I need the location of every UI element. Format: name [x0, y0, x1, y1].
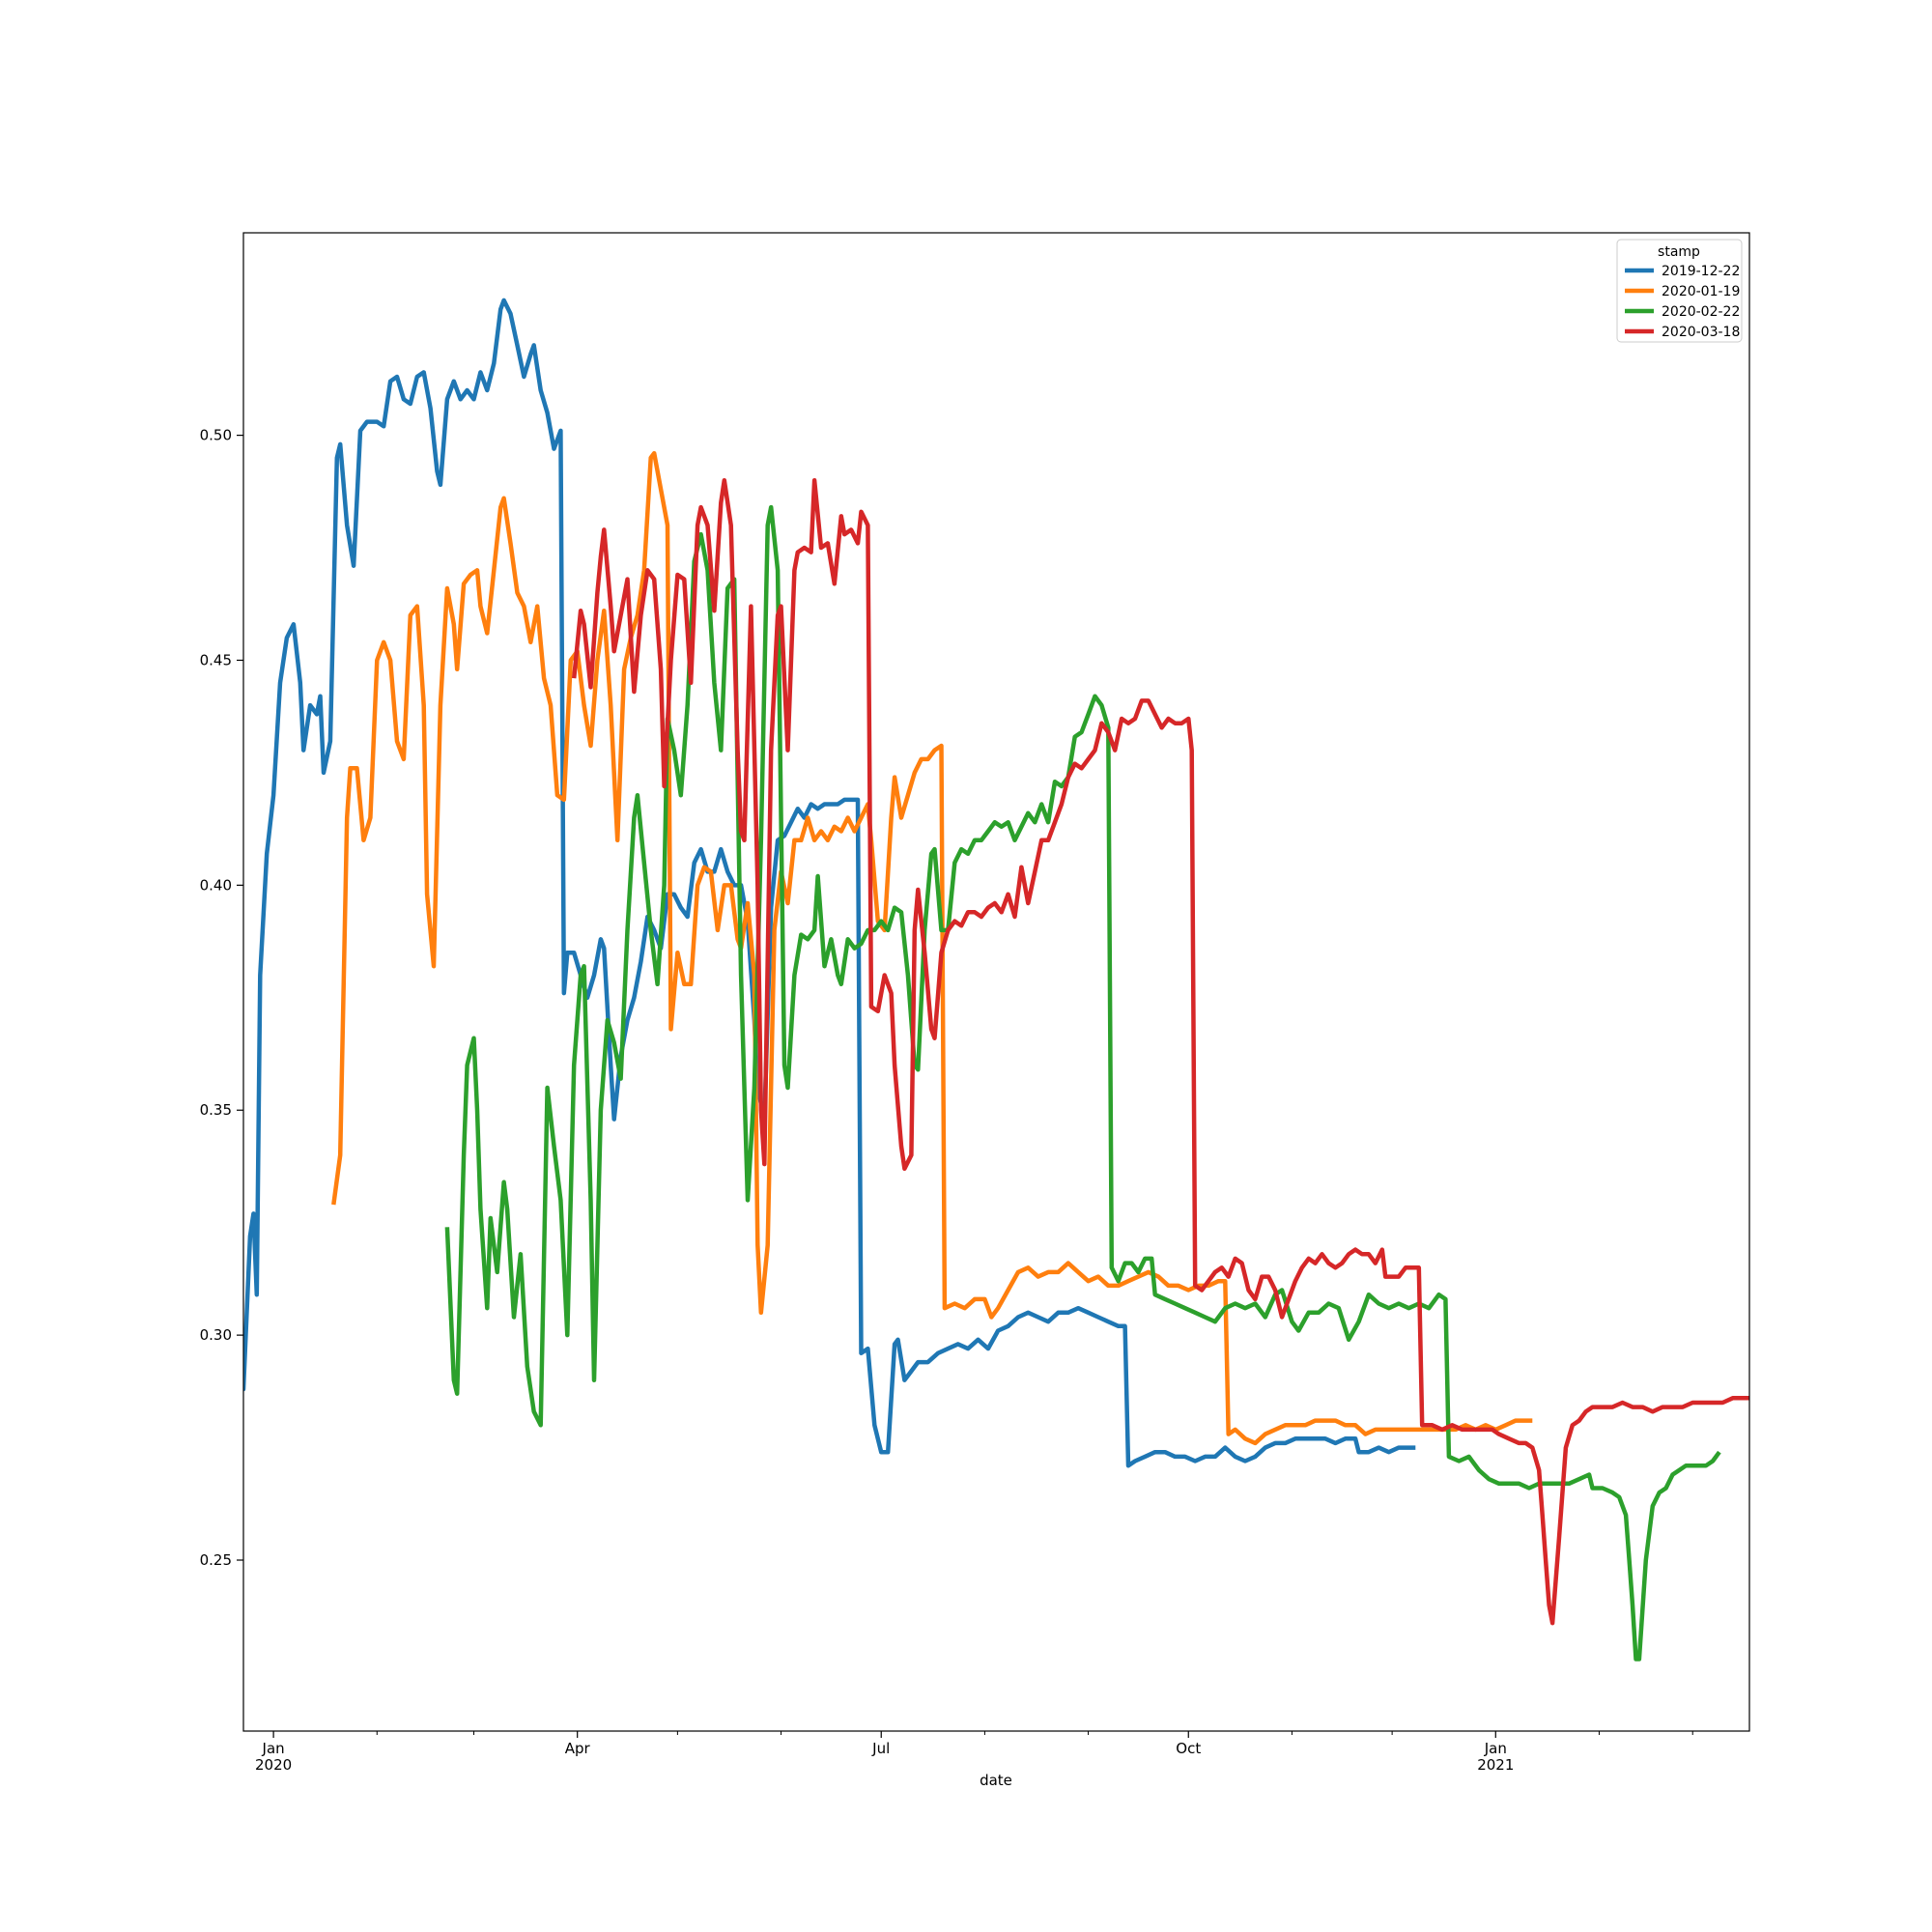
legend-label-0: 2019-12-22 — [1662, 264, 1740, 279]
y-tick-label-5: 0.50 — [200, 427, 232, 444]
y-axis: 0.25 0.30 0.35 0.40 0.45 0.50 — [200, 427, 243, 1569]
series-layer — [243, 298, 1749, 1662]
series-line-2020-03-18 — [571, 477, 1749, 1626]
legend-title: stamp — [1658, 244, 1700, 260]
plot-frame — [242, 232, 1750, 1732]
series-line-2019-12-22 — [243, 298, 1416, 1468]
legend-label-3: 2020-03-18 — [1662, 325, 1740, 340]
legend-box — [1616, 239, 1743, 343]
legend-entries: 2019-12-22 2020-01-19 2020-02-22 2020-03-18 — [1625, 264, 1740, 340]
legend-label-1: 2020-01-19 — [1662, 284, 1740, 299]
x-tick-sublabel-0: 2020 — [255, 1756, 292, 1774]
x-tick-sublabel-4: 2021 — [1477, 1756, 1514, 1774]
y-tick-label-2: 0.35 — [200, 1101, 232, 1119]
plot-area — [243, 233, 1749, 1731]
x-tick-label-1: Apr — [565, 1740, 591, 1757]
x-tick-label-4: Jan — [1484, 1740, 1507, 1757]
x-tick-label-2: Jul — [871, 1740, 890, 1757]
y-tick-label-0: 0.25 — [200, 1551, 232, 1569]
series-line-2020-01-19 — [331, 450, 1533, 1446]
series-line-2020-02-22 — [444, 504, 1721, 1662]
legend: stamp 2019-12-22 2020-01-19 2020-02-22 2020… — [1616, 239, 1743, 343]
x-axis-title: date — [980, 1772, 1012, 1789]
x-tick-label-0: Jan — [262, 1740, 285, 1757]
y-tick-label-3: 0.40 — [200, 876, 232, 894]
legend-label-2: 2020-02-22 — [1662, 304, 1740, 320]
y-tick-label-1: 0.30 — [200, 1326, 232, 1344]
x-tick-label-3: Oct — [1176, 1740, 1201, 1757]
y-tick-label-4: 0.45 — [200, 651, 232, 668]
